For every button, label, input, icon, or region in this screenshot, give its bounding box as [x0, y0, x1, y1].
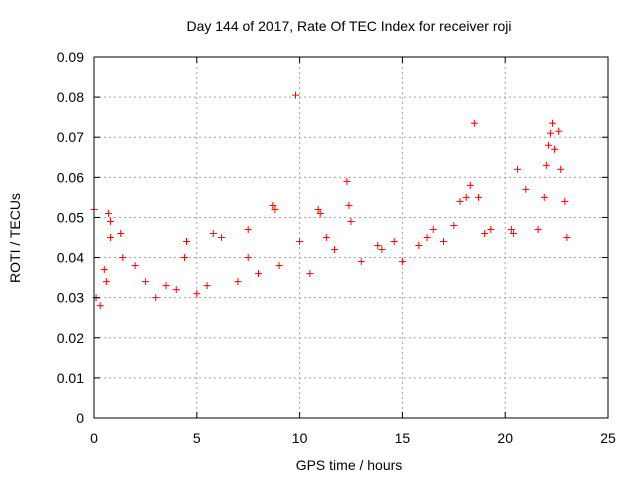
data-point: [234, 278, 242, 286]
data-point: [104, 209, 112, 217]
y-tick-label: 0.02: [57, 330, 84, 346]
data-point: [316, 209, 324, 217]
y-axis-label: ROTI / TECUs: [7, 193, 23, 283]
data-point: [343, 177, 351, 185]
data-point: [390, 238, 398, 246]
data-point: [172, 286, 180, 294]
data-point: [374, 242, 382, 250]
data-point: [551, 145, 559, 153]
y-tick-label: 0.06: [57, 169, 84, 185]
x-axis-label: GPS time / hours: [296, 457, 403, 473]
data-point: [254, 270, 262, 278]
data-point: [345, 201, 353, 209]
data-point: [244, 254, 252, 262]
data-point: [100, 266, 108, 274]
data-point: [509, 229, 517, 237]
data-point: [563, 234, 571, 241]
data-point: [347, 217, 355, 225]
data-point: [378, 246, 386, 254]
data-point: [314, 205, 322, 213]
data-point: [456, 197, 464, 205]
data-point: [152, 294, 160, 302]
data-point: [183, 238, 191, 246]
data-point: [542, 161, 550, 169]
y-tick-label: 0.05: [57, 209, 84, 225]
y-tick-label: 0.08: [57, 89, 84, 105]
data-point: [466, 181, 474, 189]
data-point: [193, 290, 201, 298]
data-point: [106, 217, 114, 225]
data-point: [357, 258, 365, 266]
data-point: [217, 234, 225, 241]
data-point: [269, 201, 277, 209]
x-axis-ticks: 0 5 10 15 20 25: [90, 57, 616, 446]
data-point: [131, 262, 139, 270]
data-point: [487, 225, 495, 233]
plot-frame: [93, 56, 609, 419]
data-point: [540, 193, 548, 201]
x-tick-label: 15: [395, 430, 411, 446]
y-tick-label: 0.01: [57, 370, 84, 386]
x-tick-label: 10: [292, 430, 308, 446]
chart-title: Day 144 of 2017, Rate Of TEC Index for r…: [186, 18, 511, 34]
x-tick-label: 5: [193, 430, 201, 446]
data-point: [102, 278, 110, 286]
data-point: [462, 193, 470, 201]
x-tick-label: 20: [497, 430, 513, 446]
data-point: [180, 254, 188, 262]
y-tick-label: 0: [76, 410, 84, 426]
data-point: [322, 234, 330, 241]
data-point: [106, 234, 114, 241]
data-point: [522, 185, 530, 193]
data-point: [546, 129, 554, 137]
data-point: [119, 254, 127, 262]
y-tick-label: 0.04: [57, 250, 84, 266]
data-point: [555, 127, 563, 135]
data-point: [514, 165, 522, 173]
data-point: [117, 229, 125, 237]
data-point: [481, 229, 489, 237]
data-point: [557, 165, 565, 173]
y-tick-label: 0.09: [57, 49, 84, 65]
y-axis-ticks: 0 0.01 0.02 0.03 0.04 0.05 0.06 0.07 0.08 0.09: [57, 49, 608, 426]
data-point: [423, 234, 431, 241]
data-point: [561, 197, 569, 205]
x-tick-label: 0: [90, 430, 98, 446]
y-tick-label: 0.07: [57, 129, 84, 145]
data-point: [331, 246, 339, 254]
data-point: [450, 221, 458, 229]
data-points: [90, 91, 571, 310]
data-point: [548, 119, 556, 127]
data-point: [474, 193, 482, 201]
data-point: [291, 91, 299, 99]
data-point: [306, 270, 314, 278]
data-point: [470, 119, 478, 127]
grid-lines: [94, 57, 608, 418]
data-point: [244, 225, 252, 233]
data-point: [544, 141, 552, 149]
data-point: [162, 282, 170, 290]
y-tick-label: 0.03: [57, 290, 84, 306]
data-point: [415, 242, 423, 250]
data-point: [440, 238, 448, 246]
data-point: [271, 205, 279, 213]
data-point: [507, 225, 515, 233]
data-point: [534, 225, 542, 233]
data-point: [203, 282, 211, 290]
data-point: [296, 238, 304, 246]
data-point: [209, 229, 217, 237]
x-tick-label: 25: [600, 430, 616, 446]
data-point: [275, 262, 283, 270]
data-point: [141, 278, 149, 286]
data-point: [96, 302, 104, 310]
data-point: [398, 258, 406, 266]
data-point: [429, 225, 437, 233]
